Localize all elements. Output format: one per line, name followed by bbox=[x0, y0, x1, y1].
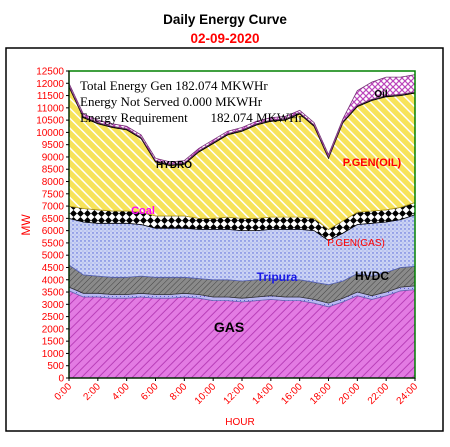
chart-title: Daily Energy Curve bbox=[163, 12, 287, 27]
x-axis-label: HOUR bbox=[225, 417, 254, 428]
y-tick-label: 4500 bbox=[42, 263, 65, 274]
area-oil bbox=[68, 74, 415, 165]
y-tick-label: 0 bbox=[58, 374, 64, 385]
series-label-hydro: HYDRO bbox=[156, 160, 192, 171]
y-tick-label: 7000 bbox=[42, 202, 65, 213]
y-tick-label: 8500 bbox=[42, 165, 65, 176]
series-label-pgen-gas: P.GEN(GAS) bbox=[327, 238, 385, 249]
y-tick-label: 2500 bbox=[42, 312, 65, 323]
y-tick-label: 10500 bbox=[36, 116, 64, 127]
y-tick-label: 12500 bbox=[36, 67, 64, 78]
series-label-oil: Oil bbox=[374, 89, 388, 100]
y-tick-label: 8000 bbox=[42, 177, 65, 188]
y-tick-label: 11000 bbox=[37, 103, 65, 114]
series-label-coal: Coal bbox=[131, 205, 155, 217]
y-tick-label: 3000 bbox=[42, 300, 65, 311]
y-tick-label: 1500 bbox=[42, 337, 65, 348]
y-tick-label: 4000 bbox=[42, 275, 65, 286]
annotations: Total Energy Gen 182.074 MKWHr Energy No… bbox=[80, 78, 304, 125]
y-tick-label: 2000 bbox=[42, 324, 65, 335]
series-labels: GAS Tripura HVDC P.GEN(GAS) Coal P.GEN(O… bbox=[131, 89, 401, 335]
y-tick-label: 6500 bbox=[42, 214, 65, 225]
series-label-pgen-oil: P.GEN(OIL) bbox=[343, 157, 402, 169]
y-tick-label: 9000 bbox=[42, 152, 65, 163]
area-layers bbox=[68, 74, 415, 378]
y-tick-label: 5500 bbox=[42, 238, 65, 249]
y-tick-label: 9500 bbox=[42, 140, 65, 151]
series-label-gas: GAS bbox=[214, 319, 244, 335]
y-tick-label: 7500 bbox=[42, 189, 65, 200]
series-label-tripura: Tripura bbox=[257, 270, 298, 284]
y-tick-label: 5000 bbox=[42, 251, 65, 262]
y-axis-label: MW bbox=[19, 214, 33, 236]
series-label-hvdc: HVDC bbox=[355, 269, 389, 283]
y-tick-label: 1000 bbox=[42, 349, 65, 360]
y-tick-label: 12000 bbox=[36, 79, 64, 90]
y-tick-label: 10000 bbox=[36, 128, 64, 139]
y-tick-label: 3500 bbox=[42, 288, 65, 299]
y-tick-label: 11500 bbox=[37, 91, 65, 102]
annotation-energy-requirement: Energy Requirement 182.074 MKWHr bbox=[80, 110, 304, 125]
annotation-total-energy: Total Energy Gen 182.074 MKWHr bbox=[80, 78, 268, 93]
chart-subtitle: 02-09-2020 bbox=[190, 31, 259, 46]
y-tick-label: 6000 bbox=[42, 226, 65, 237]
annotation-energy-not-served: Energy Not Served 0.000 MKWHr bbox=[80, 94, 263, 109]
y-tick-label: 500 bbox=[47, 361, 64, 372]
